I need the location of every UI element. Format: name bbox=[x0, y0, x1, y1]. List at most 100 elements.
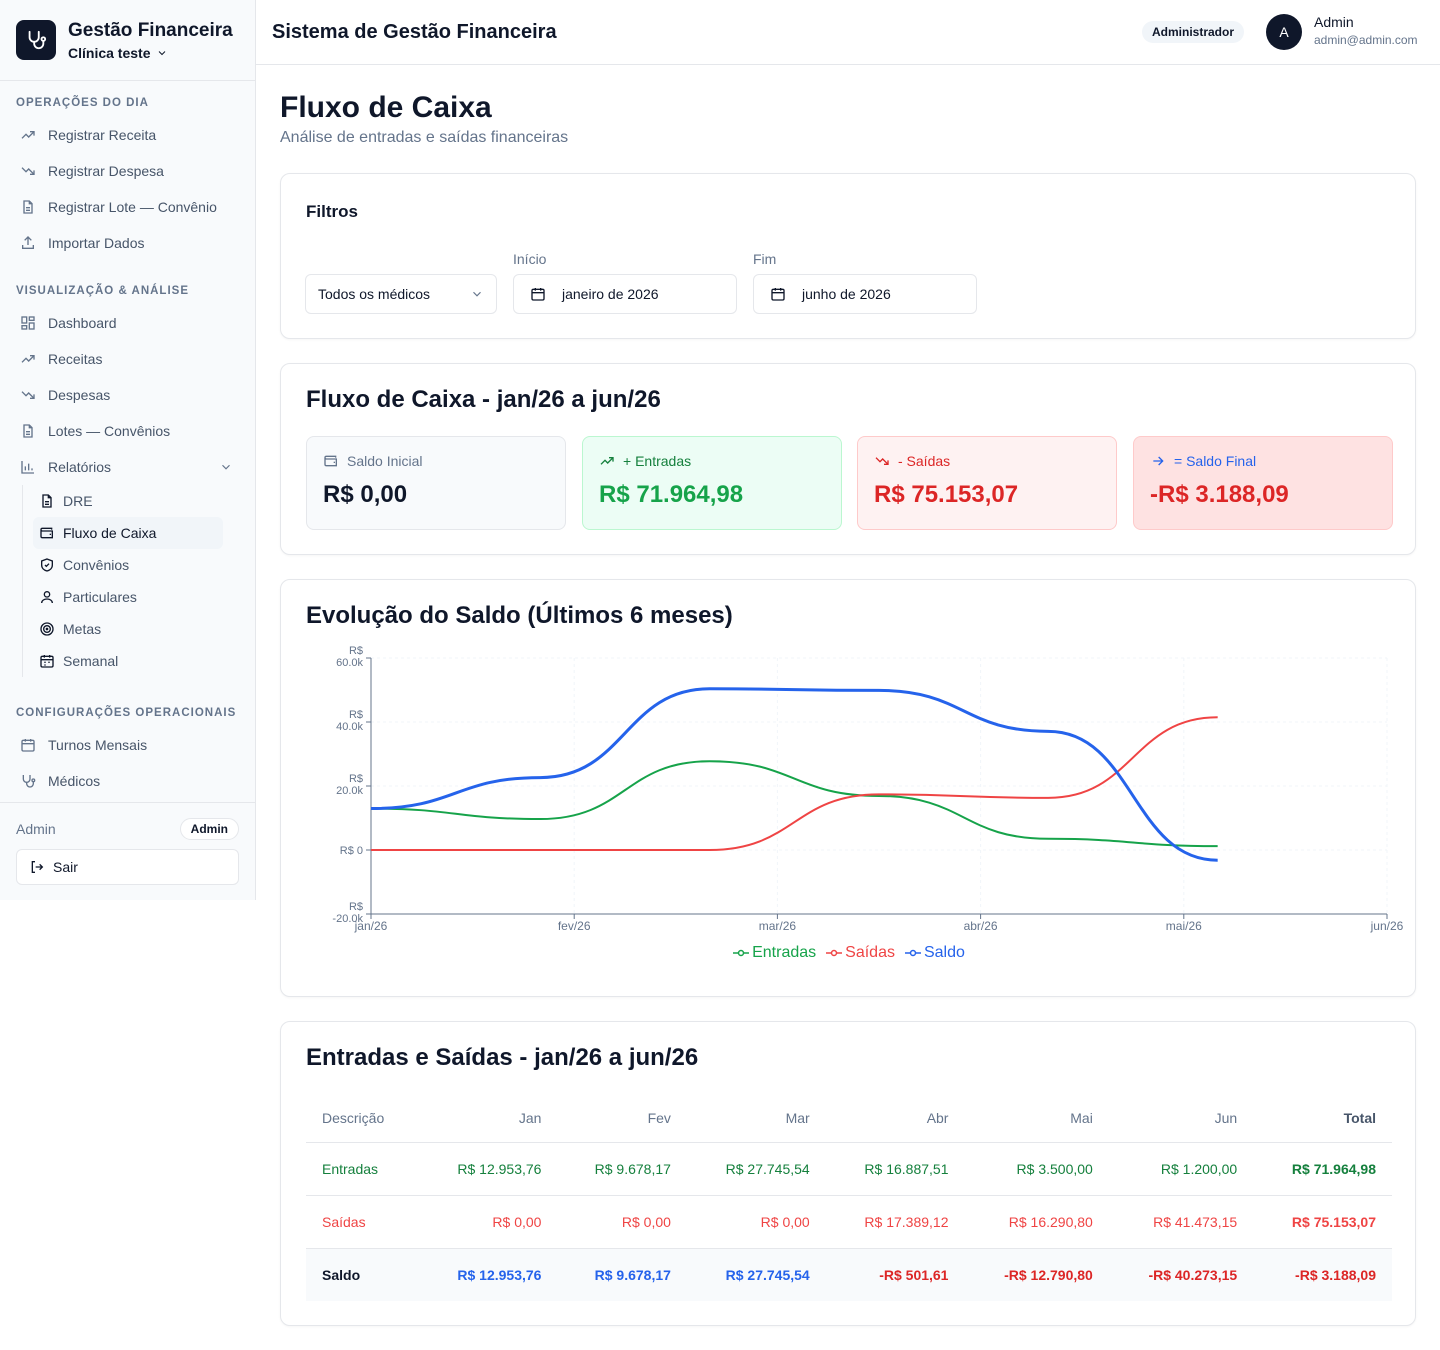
saldo-inicial-card: Saldo Inicial R$ 0,00 bbox=[306, 436, 566, 530]
logout-icon bbox=[31, 861, 44, 873]
x-tick-label: fev/26 bbox=[558, 919, 591, 933]
page-subtitle: Análise de entradas e saídas financeiras bbox=[280, 129, 569, 146]
table-cell: -R$ 12.790,80 bbox=[964, 1248, 1109, 1301]
table-cell: Saídas bbox=[306, 1195, 419, 1249]
sidebar-item-registrar-lote[interactable]: Registrar Lote — Convênio bbox=[16, 189, 239, 225]
series-line-saídas bbox=[371, 716, 1218, 851]
end-date-picker[interactable]: junho de 2026 bbox=[753, 274, 977, 314]
sidebar-item-label: Particulares bbox=[63, 589, 137, 605]
chevron-down-icon bbox=[159, 50, 166, 55]
sidebar-item-turnos-mensais[interactable]: Turnos Mensais bbox=[16, 727, 239, 763]
summary-title: Fluxo de Caixa - jan/26 a jun/26 bbox=[306, 386, 661, 413]
chevron-down-icon bbox=[473, 291, 481, 297]
app-title: Sistema de Gestão Financeira bbox=[272, 20, 557, 43]
sidebar-user-name: Admin bbox=[16, 821, 56, 837]
upload-icon bbox=[22, 236, 34, 249]
x-tick-label: mar/26 bbox=[759, 919, 797, 933]
table-row-saidas: Saídas R$ 0,00 R$ 0,00 R$ 0,00 R$ 17.389… bbox=[306, 1195, 1392, 1249]
sidebar-item-dre[interactable]: DRE bbox=[33, 485, 223, 517]
table-cell: R$ 16.290,80 bbox=[964, 1195, 1109, 1249]
sidebar-item-semanal[interactable]: Semanal bbox=[33, 645, 223, 677]
table-cell: -R$ 40.273,15 bbox=[1108, 1248, 1254, 1301]
legend-entradas[interactable]: Entradas bbox=[733, 944, 816, 962]
main-content: Fluxo de Caixa Análise de entradas e saí… bbox=[280, 65, 1416, 1326]
chart-legend: Entradas Saídas Saldo bbox=[281, 944, 1417, 962]
legend-line-icon bbox=[733, 949, 750, 957]
sidebar-item-label: Registrar Receita bbox=[48, 127, 157, 143]
table-cell: R$ 27.745,54 bbox=[686, 1248, 826, 1301]
legend-label: Saldo bbox=[923, 944, 965, 961]
sidebar-item-convenios[interactable]: Convênios bbox=[33, 549, 223, 581]
column-header: Abr bbox=[825, 1094, 965, 1143]
calendar-icon bbox=[21, 739, 35, 752]
sidebar-item-particulares[interactable]: Particulares bbox=[33, 581, 223, 613]
y-tick-label: R$ 40.0k bbox=[336, 709, 363, 733]
trending-up-icon bbox=[21, 131, 35, 139]
user-email: admin@admin.com bbox=[1314, 33, 1418, 47]
end-label: Fim bbox=[753, 251, 777, 267]
legend-saldo[interactable]: Saldo bbox=[904, 944, 965, 962]
table-cell: R$ 12.953,76 bbox=[418, 1142, 558, 1196]
sidebar-item-lotes-convenios[interactable]: Lotes — Convênios bbox=[16, 413, 239, 449]
sidebar-item-receitas[interactable]: Receitas bbox=[16, 341, 239, 377]
sidebar-item-metas[interactable]: Metas bbox=[33, 613, 223, 645]
sidebar-item-label: Receitas bbox=[48, 351, 103, 367]
file-icon bbox=[23, 200, 33, 214]
cash-flow-table: Descrição Jan Fev Mar Abr Mai Jun Total … bbox=[306, 1094, 1392, 1301]
clinic-selector[interactable]: Clínica teste bbox=[68, 45, 233, 61]
sidebar-item-relatorios[interactable]: Relatórios bbox=[16, 449, 239, 485]
sidebar-item-dashboard[interactable]: Dashboard bbox=[16, 305, 239, 341]
table-cell: Entradas bbox=[306, 1142, 419, 1196]
page-title: Fluxo de Caixa bbox=[280, 91, 492, 124]
table-cell: -R$ 501,61 bbox=[825, 1248, 965, 1301]
summary-value: R$ 75.153,07 bbox=[874, 481, 1019, 508]
table-cell: R$ 75.153,07 bbox=[1253, 1195, 1392, 1249]
doctor-select-value: Todos os médicos bbox=[318, 286, 431, 302]
calendar-icon bbox=[531, 288, 545, 301]
trending-up-icon bbox=[600, 457, 614, 465]
logout-button[interactable]: Sair bbox=[16, 849, 239, 885]
avatar[interactable]: A bbox=[1266, 14, 1302, 50]
chevron-down-icon bbox=[222, 464, 230, 470]
sidebar-item-fluxo-de-caixa[interactable]: Fluxo de Caixa bbox=[33, 517, 223, 549]
sidebar-item-despesas[interactable]: Despesas bbox=[16, 377, 239, 413]
start-date-value: janeiro de 2026 bbox=[562, 286, 659, 302]
summary-label: = Saldo Final bbox=[1174, 453, 1257, 469]
sidebar-item-label: Metas bbox=[63, 621, 102, 637]
start-date-picker[interactable]: janeiro de 2026 bbox=[513, 274, 737, 314]
sidebar-nav: OPERAÇÕES DO DIA Registrar Receita Regis… bbox=[0, 97, 255, 799]
table-cell: R$ 9.678,17 bbox=[557, 1142, 687, 1196]
brand-title: Gestão Financeira bbox=[68, 19, 233, 41]
trending-up-icon bbox=[21, 355, 35, 363]
y-tick-label: R$ -20.0k bbox=[332, 901, 363, 925]
sidebar-item-importar-dados[interactable]: Importar Dados bbox=[16, 225, 239, 261]
sidebar-role-badge: Admin bbox=[179, 818, 239, 840]
section-title-visualizacao: VISUALIZAÇÃO & ANÁLISE bbox=[16, 285, 189, 297]
summary-value: R$ 0,00 bbox=[323, 481, 408, 508]
doctor-select[interactable]: Todos os médicos bbox=[305, 274, 497, 314]
saidas-card: - Saídas R$ 75.153,07 bbox=[857, 436, 1117, 530]
x-tick-label: jan/26 bbox=[354, 919, 388, 933]
sidebar-item-label: Convênios bbox=[63, 557, 130, 573]
summary-label: Saldo Inicial bbox=[347, 453, 423, 469]
trending-down-icon bbox=[21, 167, 35, 175]
table-header-row: Descrição Jan Fev Mar Abr Mai Jun Total bbox=[306, 1094, 1392, 1143]
sidebar-item-registrar-receita[interactable]: Registrar Receita bbox=[16, 117, 239, 153]
sidebar-item-label: Despesas bbox=[48, 387, 111, 403]
table-cell: R$ 71.964,98 bbox=[1253, 1142, 1392, 1196]
trending-down-icon bbox=[21, 391, 35, 399]
legend-label: Entradas bbox=[752, 944, 817, 961]
table-cell: R$ 0,00 bbox=[557, 1195, 687, 1249]
calendar-icon bbox=[771, 288, 785, 301]
sidebar-item-label: Turnos Mensais bbox=[48, 737, 148, 753]
table-cell: R$ 16.887,51 bbox=[825, 1142, 965, 1196]
y-tick-label: R$ 20.0k bbox=[336, 773, 363, 797]
legend-label: Saídas bbox=[845, 944, 895, 961]
file-icon bbox=[23, 424, 33, 438]
sidebar-item-registrar-despesa[interactable]: Registrar Despesa bbox=[16, 153, 239, 189]
sidebar-item-medicos[interactable]: Médicos bbox=[16, 763, 239, 799]
filters-title: Filtros bbox=[306, 202, 358, 221]
table-cell: R$ 12.953,76 bbox=[418, 1248, 558, 1301]
sidebar-item-label: Lotes — Convênios bbox=[48, 423, 171, 439]
legend-saidas[interactable]: Saídas bbox=[826, 944, 895, 962]
